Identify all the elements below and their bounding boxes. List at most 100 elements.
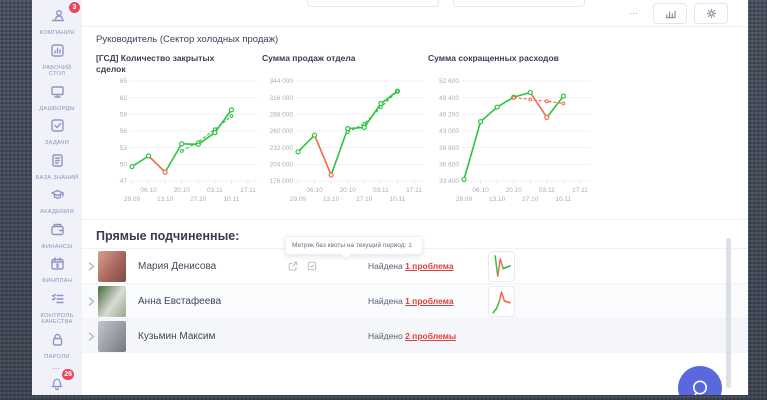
subordinate-row[interactable]: Кузьмин Максим Найдено 2 проблемы xyxy=(82,318,748,353)
sparkline-chart xyxy=(494,254,511,277)
svg-text:03.11: 03.11 xyxy=(373,187,389,194)
svg-text:260 000: 260 000 xyxy=(270,128,294,135)
chart-3: Сумма сокращенных расходов 52 600 49 400 4… xyxy=(428,53,594,215)
sidebar-more-button[interactable]: ⋯ xyxy=(52,364,62,373)
bar-chart-icon xyxy=(665,10,676,19)
sidebar-item-label: КОНТРОЛЬ КАЧЕСТВА xyxy=(40,312,74,326)
sidebar-item-tasks[interactable]: ЗАДАЧИ xyxy=(32,118,82,147)
sidebar-item-knowledge-base[interactable]: БАЗА ЗНАНИЙ xyxy=(32,153,82,182)
problem-status: Найдена 1 проблема xyxy=(368,296,454,306)
svg-text:20.10: 20.10 xyxy=(506,187,523,194)
notifications-bell[interactable]: 26 xyxy=(48,369,74,395)
sidebar-item-quality-control[interactable]: КОНТРОЛЬ КАЧЕСТВА xyxy=(32,291,82,326)
sparkline-chart xyxy=(492,290,511,314)
top-filter-box-2[interactable] xyxy=(453,0,585,7)
external-link-icon[interactable] xyxy=(288,261,298,271)
graduation-cap-icon xyxy=(50,189,64,199)
task-check-icon[interactable] xyxy=(307,261,317,271)
expand-row-button[interactable] xyxy=(84,296,98,306)
subordinate-row[interactable]: Анна Евстафеева Найдена 1 проблема xyxy=(82,283,748,318)
expand-row-button[interactable] xyxy=(84,261,98,271)
svg-text:49 400: 49 400 xyxy=(439,95,459,102)
chat-fab-button[interactable] xyxy=(678,366,722,395)
svg-text:06.10: 06.10 xyxy=(472,187,489,194)
sidebar-item-label: ДАШБОРДЫ xyxy=(39,105,75,112)
top-filter-box-1[interactable] xyxy=(307,0,439,7)
svg-text:06.10: 06.10 xyxy=(140,187,157,194)
notifications-badge: 26 xyxy=(62,369,74,380)
topbar: ⋯ xyxy=(82,0,748,27)
chart-view-button[interactable] xyxy=(653,3,687,24)
svg-text:232 000: 232 000 xyxy=(270,145,294,152)
sidebar-item-academy[interactable]: АКАДЕМИЯ xyxy=(32,187,82,216)
sidebar-item-label: ПАРОЛИ xyxy=(44,353,70,360)
svg-text:36 600: 36 600 xyxy=(439,162,459,169)
subordinate-name: Анна Евстафеева xyxy=(138,295,222,307)
subordinates-list: Мария Денисова Найдена 1 проблема Анна Е… xyxy=(82,248,748,353)
svg-text:17.11: 17.11 xyxy=(406,187,422,194)
sidebar-item-label: БАЗА ЗНАНИЙ xyxy=(35,174,79,181)
sidebar-item-label: РАБОЧИЙ СТОЛ xyxy=(42,64,72,78)
chart-canvas: 52 600 49 400 46 200 43 000 39 800 36 600 33 4… xyxy=(439,78,590,203)
chart-title: Сумма сокращенных расходов xyxy=(428,53,559,63)
document-icon xyxy=(51,153,63,167)
topbar-more-button[interactable]: ⋯ xyxy=(629,8,640,18)
checkbox-icon xyxy=(50,119,64,132)
section-divider xyxy=(82,219,748,220)
svg-text:59: 59 xyxy=(120,112,128,119)
padlock-icon xyxy=(52,333,62,346)
sidebar-item-desktop[interactable]: РАБОЧИЙ СТОЛ xyxy=(32,43,82,78)
sidebar-item-finplan[interactable]: $ ФИНПЛАН xyxy=(32,256,82,285)
calendar-money-icon: $ xyxy=(50,257,64,270)
svg-text:13.10: 13.10 xyxy=(489,196,506,203)
svg-text:47: 47 xyxy=(120,178,128,185)
svg-text:29.09: 29.09 xyxy=(290,196,307,203)
svg-text:20.10: 20.10 xyxy=(340,187,357,194)
sparkline-thumbnail[interactable] xyxy=(488,285,515,317)
svg-text:316 000: 316 000 xyxy=(270,95,294,102)
svg-text:29.09: 29.09 xyxy=(456,196,473,203)
monitor-icon xyxy=(50,85,64,98)
sparkline-thumbnail[interactable] xyxy=(488,250,515,282)
svg-text:27.10: 27.10 xyxy=(190,196,207,203)
subordinates-title: Прямые подчиненные: xyxy=(96,229,240,243)
problem-link[interactable]: 2 проблемы xyxy=(405,331,457,341)
sidebar-item-passwords[interactable]: ПАРОЛИ xyxy=(32,332,82,361)
subordinate-name: Кузьмин Максим xyxy=(138,330,216,342)
svg-text:17.11: 17.11 xyxy=(572,187,588,194)
sidebar-items: КОМПАНИЯ РАБОЧИЙ СТОЛ ДАШБОРДЫ ЗАДАЧИ БА… xyxy=(32,8,82,360)
chevron-right-icon xyxy=(88,331,95,341)
svg-text:10.11: 10.11 xyxy=(224,196,240,203)
svg-text:17.11: 17.11 xyxy=(240,187,256,194)
subordinate-name: Мария Денисова xyxy=(138,260,217,272)
svg-text:10.11: 10.11 xyxy=(390,196,406,203)
svg-text:50: 50 xyxy=(120,162,128,169)
settings-button[interactable] xyxy=(694,3,728,24)
subordinate-avatar xyxy=(98,285,126,317)
svg-text:62: 62 xyxy=(120,95,128,102)
chevron-right-icon xyxy=(88,296,95,306)
svg-text:03.11: 03.11 xyxy=(207,187,223,194)
sidebar-item-label: ЗАДАЧИ xyxy=(44,140,70,146)
svg-text:288 000: 288 000 xyxy=(270,112,294,119)
sidebar-item-label: КОМПАНИЯ xyxy=(39,30,75,36)
svg-text:29.09: 29.09 xyxy=(124,196,141,203)
main-area: ⋯ Руководитель (Сектор холодных продаж) xyxy=(82,0,748,395)
problem-link[interactable]: 1 проблема xyxy=(405,261,454,271)
svg-text:27.10: 27.10 xyxy=(522,196,539,203)
chevron-right-icon xyxy=(88,261,95,271)
problem-link[interactable]: 1 проблема xyxy=(405,296,454,306)
expand-row-button[interactable] xyxy=(84,331,98,341)
scrollbar-thumb[interactable] xyxy=(726,238,731,388)
charts-row: [ГСД] Количество закрытых сделок 65 62 59 5… xyxy=(96,53,748,215)
sidebar-item-dashboards[interactable]: ДАШБОРДЫ xyxy=(32,84,82,113)
bell-icon xyxy=(51,378,63,391)
svg-text:39 800: 39 800 xyxy=(439,145,459,152)
sidebar-item-label: ФИНПЛАН xyxy=(41,278,73,284)
sidebar-item-finance[interactable]: ФИНАНСЫ xyxy=(32,222,82,251)
sidebar-item-company[interactable]: КОМПАНИЯ xyxy=(32,8,82,37)
svg-text:176 000: 176 000 xyxy=(270,178,294,185)
svg-text:53: 53 xyxy=(120,145,128,152)
quota-tooltip: Метрик без квоты на текущий период: 1 xyxy=(285,236,423,255)
